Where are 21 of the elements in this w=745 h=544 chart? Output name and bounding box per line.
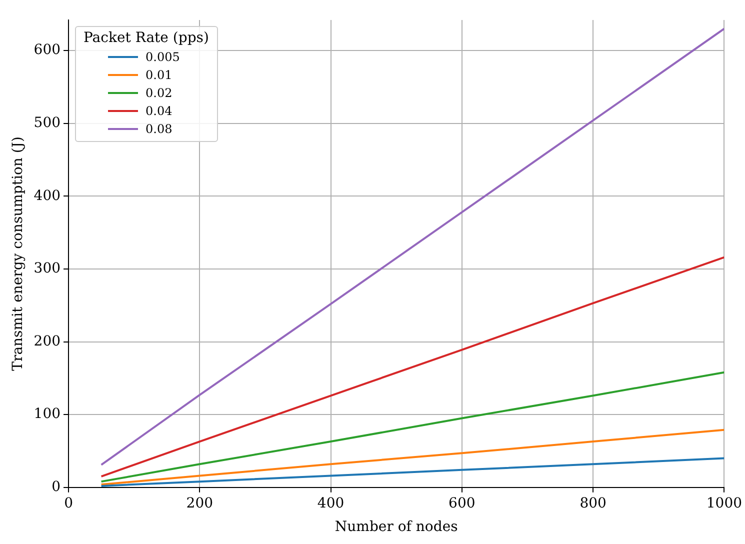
legend-label: 0.01	[146, 67, 172, 84]
x-tick-label: 1000	[706, 495, 742, 512]
y-tick-label: 100	[34, 406, 61, 422]
x-tick-label: 0	[64, 495, 73, 512]
x-axis-title: Number of nodes	[334, 519, 458, 536]
legend-label: 0.04	[146, 103, 172, 120]
x-tick-label: 400	[317, 495, 344, 512]
y-tick-label: 600	[34, 42, 61, 58]
x-tick-label: 600	[448, 495, 476, 512]
legend-label: 0.08	[146, 121, 172, 138]
x-tick-label: 800	[580, 495, 606, 512]
y-tick-label: 200	[34, 333, 61, 350]
x-tick-label: 200	[186, 495, 214, 512]
y-axis-title: Transmit energy consumption (J)	[10, 136, 26, 371]
legend-label: 0.02	[146, 85, 172, 102]
y-tick-label: 300	[34, 260, 61, 277]
y-tick-label: 400	[34, 188, 61, 204]
y-tick-label: 0	[52, 479, 61, 496]
legend-label: 0.005	[146, 49, 180, 66]
legend-title: Packet Rate (pps)	[84, 30, 209, 46]
y-tick-label: 500	[34, 115, 61, 132]
